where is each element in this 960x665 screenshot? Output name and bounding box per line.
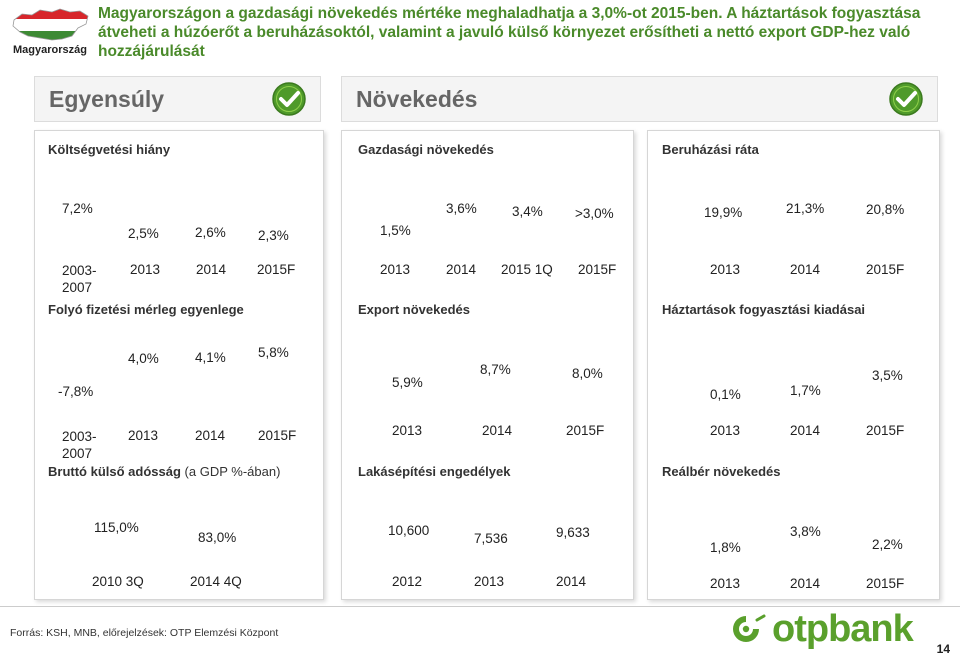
- value-gazdasagi-2015F: >3,0%: [575, 206, 614, 221]
- source-note: Forrás: KSH, MNB, előrejelzések: OTP Ele…: [10, 627, 279, 639]
- cat-export-2015F: 2015F: [566, 423, 605, 438]
- cat-koltsegvetesi-2003-2007: 2003-2007: [62, 263, 97, 295]
- value-koltsegvetesi-2003-2007: 7,2%: [62, 201, 93, 216]
- cat-folyo-2014: 2014: [195, 428, 226, 443]
- cat-realber-2014: 2014: [790, 576, 821, 591]
- cat-lakasepitesi-2013: 2013: [474, 574, 505, 589]
- title-gazdasagi: Gazdasági növekedés: [358, 142, 494, 157]
- value-export-2015F: 8,0%: [572, 366, 603, 381]
- title-export: Export növekedés: [358, 302, 470, 317]
- cat-realber-2015F: 2015F: [866, 576, 905, 591]
- cat-export-2014: 2014: [482, 423, 513, 438]
- cat-realber-2013: 2013: [710, 576, 741, 591]
- cat-lakasepitesi-2012: 2012: [392, 574, 423, 589]
- value-beruhazasi-2015F: 20,8%: [866, 202, 905, 217]
- value-brutto-2014-4Q: 83,0%: [198, 530, 237, 545]
- checkmark-icon: [271, 81, 307, 117]
- value-beruhazasi-2013: 19,9%: [704, 205, 743, 220]
- page-number: 14: [936, 642, 950, 656]
- value-export-2013: 5,9%: [392, 375, 423, 390]
- value-haztartasok-2013: 0,1%: [710, 387, 741, 402]
- value-lakasepitesi-2013: 7,536: [474, 531, 508, 546]
- value-folyo-2003-2007: -7,8%: [58, 384, 94, 399]
- panel-egyensuly: [34, 130, 324, 600]
- cat-koltsegvetesi-2013: 2013: [130, 262, 161, 277]
- value-export-2014: 8,7%: [480, 362, 511, 377]
- title-beruhazasi: Beruházási ráta: [662, 142, 759, 157]
- value-realber-2014: 3,8%: [790, 524, 821, 539]
- footer-divider: [0, 606, 960, 607]
- title-folyo: Folyó fizetési mérleg egyenlege: [48, 302, 244, 317]
- cat-gazdasagi-2015-1Q: 2015 1Q: [501, 262, 553, 277]
- cat-koltsegvetesi-2015F: 2015F: [257, 262, 296, 277]
- value-gazdasagi-2014: 3,6%: [446, 201, 477, 216]
- cat-koltsegvetesi-2014: 2014: [196, 262, 227, 277]
- header: Magyarország Magyarországon a gazdasági …: [0, 0, 960, 64]
- otpbank-logo: otpbank: [724, 608, 934, 650]
- cat-gazdasagi-2015F: 2015F: [578, 262, 617, 277]
- value-folyo-2013: 4,0%: [128, 351, 159, 366]
- cat-lakasepitesi-2014: 2014: [556, 574, 587, 589]
- value-lakasepitesi-2014: 9,633: [556, 525, 590, 540]
- value-folyo-2014: 4,1%: [195, 350, 226, 365]
- cat-haztartasok-2015F: 2015F: [866, 423, 905, 438]
- panel-novekedes-2: [647, 130, 940, 600]
- cat-gazdasagi-2014: 2014: [446, 262, 477, 277]
- hungary-map-logo: Magyarország: [8, 6, 92, 58]
- cat-export-2013: 2013: [392, 423, 423, 438]
- value-gazdasagi-2013: 1,5%: [380, 223, 411, 238]
- title-lakasepitesi: Lakásépítési engedélyek: [358, 464, 511, 479]
- cat-beruhazasi-2015F: 2015F: [866, 262, 905, 277]
- title-haztartasok: Háztartások fogyasztási kiadásai: [662, 302, 866, 317]
- cat-brutto-2014-4Q: 2014 4Q: [190, 574, 242, 589]
- title-brutto: Bruttó külső adósság (a GDP %-ában): [48, 464, 280, 479]
- value-beruhazasi-2014: 21,3%: [786, 201, 825, 216]
- checkmark-icon: [888, 81, 924, 117]
- otpbank-wordmark: otpbank: [772, 608, 914, 650]
- title-brutto-main: Bruttó külső adósság: [48, 464, 181, 479]
- cat-folyo-2015F: 2015F: [258, 428, 297, 443]
- value-koltsegvetesi-2013: 2,5%: [128, 226, 159, 241]
- section-title-egyensuly: Egyensúly: [49, 86, 165, 112]
- hungary-map-icon: [12, 8, 89, 41]
- cat-folyo-2003-2007: 2003-2007: [62, 429, 97, 461]
- value-realber-2015F: 2,2%: [872, 537, 903, 552]
- title-brutto-suffix: (a GDP %-ában): [184, 464, 281, 479]
- value-brutto-2010-3Q: 115,0%: [94, 520, 139, 535]
- cat-beruhazasi-2014: 2014: [790, 262, 821, 277]
- section-novekedes: Növekedés: [341, 76, 938, 122]
- logo-label: Magyarország: [13, 44, 87, 56]
- cat-haztartasok-2014: 2014: [790, 423, 821, 438]
- value-realber-2013: 1,8%: [710, 540, 741, 555]
- value-koltsegvetesi-2014: 2,6%: [195, 225, 226, 240]
- headline: Magyarországon a gazdasági növekedés mér…: [98, 5, 921, 60]
- value-folyo-2015F: 5,8%: [258, 345, 289, 360]
- cat-beruhazasi-2013: 2013: [710, 262, 741, 277]
- cat-folyo-2013: 2013: [128, 428, 159, 443]
- value-lakasepitesi-2012: 10,600: [388, 523, 430, 538]
- title-koltsegvetesi: Költségvetési hiány: [48, 142, 171, 157]
- title-realber: Reálbér növekedés: [662, 464, 781, 479]
- section-title-novekedes: Növekedés: [356, 86, 478, 112]
- value-gazdasagi-2015-1Q: 3,4%: [512, 204, 543, 219]
- value-haztartasok-2014: 1,7%: [790, 383, 821, 398]
- panel-novekedes-1: [341, 130, 634, 600]
- cat-haztartasok-2013: 2013: [710, 423, 741, 438]
- cat-gazdasagi-2013: 2013: [380, 262, 411, 277]
- value-haztartasok-2015F: 3,5%: [872, 368, 903, 383]
- value-koltsegvetesi-2015F: 2,3%: [258, 228, 289, 243]
- cat-brutto-2010-3Q: 2010 3Q: [92, 574, 144, 589]
- section-egyensuly: Egyensúly: [34, 76, 321, 122]
- otp-swirl-icon: [733, 614, 766, 642]
